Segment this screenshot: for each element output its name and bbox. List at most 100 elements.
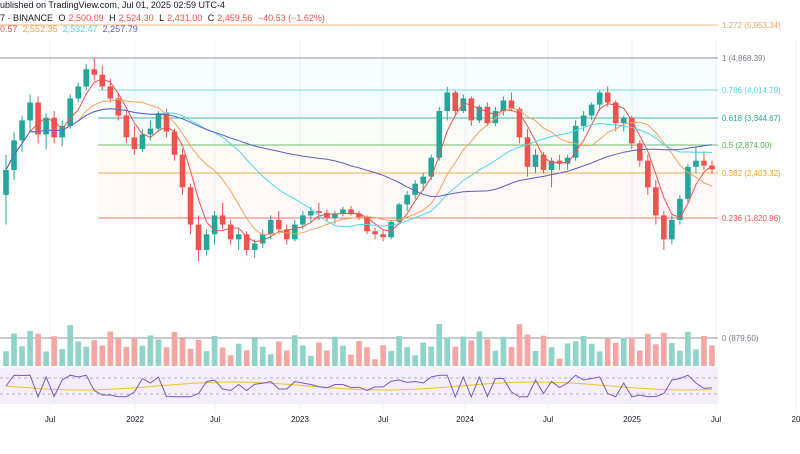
volume-bar <box>492 350 499 366</box>
candle-body <box>388 221 394 238</box>
x-tick-label: 20 <box>792 415 800 424</box>
volume-bar <box>107 331 114 366</box>
candle-body <box>709 165 715 170</box>
candle-body <box>99 74 106 87</box>
volume-bar <box>308 355 314 366</box>
candle-body <box>155 113 162 129</box>
candle-body <box>516 108 523 138</box>
x-tick-label: 2023 <box>291 415 309 424</box>
candle-body <box>123 115 130 138</box>
volume-bar <box>67 325 73 366</box>
volume-bar <box>596 351 603 366</box>
volume-bar <box>340 345 346 366</box>
volume-bar <box>412 355 418 366</box>
fib-zone <box>98 145 718 173</box>
volume-bar <box>420 342 426 366</box>
fib-level-label: 1.272 (5,953.34) <box>722 21 781 30</box>
volume-bar <box>460 336 467 366</box>
volume-bar <box>701 336 707 366</box>
volume-bar <box>219 347 226 366</box>
candle-body <box>171 131 178 155</box>
ma-value-1: 0.57 <box>0 24 18 34</box>
volume-bar <box>588 343 595 366</box>
fib-level-label: 0.5 (2,874.00) <box>722 141 772 150</box>
volume-bar <box>661 332 667 366</box>
volume-bar <box>364 347 370 366</box>
volume-bar <box>27 331 33 366</box>
x-tick-label: Jul <box>45 415 55 424</box>
candle-body <box>67 98 73 126</box>
candle-body <box>620 117 627 124</box>
rsi-ma-line <box>5 381 713 391</box>
candle-body <box>179 154 186 188</box>
candle-body <box>348 209 354 214</box>
x-tick-label: 2024 <box>456 415 474 424</box>
candle-body <box>251 243 258 250</box>
candle-body <box>693 160 699 167</box>
volume-bar <box>620 337 627 366</box>
volume-bar <box>235 343 242 366</box>
ma-line-long <box>5 108 713 198</box>
volume-bar <box>123 347 130 366</box>
candle-body <box>163 113 170 132</box>
candle-body <box>612 102 619 124</box>
volume-bar <box>59 349 65 366</box>
candle-body <box>548 160 555 170</box>
volume-bar <box>444 337 451 366</box>
candle-body <box>227 224 234 240</box>
candle-body <box>428 157 435 177</box>
volume-bar <box>636 350 643 366</box>
change-value: −40.53 (−1.62%) <box>257 13 325 23</box>
volume-bar <box>35 333 41 366</box>
candle-body <box>596 92 603 105</box>
volume-bar <box>572 341 579 366</box>
volume-bar <box>3 351 9 366</box>
candle-body <box>275 219 282 230</box>
candle-body <box>580 115 587 126</box>
candle-body <box>300 215 306 225</box>
volume-bar <box>203 351 210 366</box>
volume-bar <box>484 339 491 366</box>
candle-body <box>43 117 49 135</box>
low-value: 2,431.00 <box>167 13 203 23</box>
volume-bar <box>227 355 234 366</box>
candle-body <box>107 86 114 99</box>
candle-body <box>532 154 539 167</box>
volume-bar <box>131 338 138 366</box>
volume-bar <box>628 337 635 366</box>
candle-body <box>3 169 9 195</box>
volume-bar <box>564 343 571 366</box>
candle-body <box>243 234 250 250</box>
volume-bar <box>540 335 547 366</box>
fib-level-label: 1 (4,868.39) <box>722 54 765 63</box>
volume-bar <box>604 338 611 366</box>
x-tick-label: Jul <box>543 415 553 424</box>
rsi-line <box>5 374 713 399</box>
candle-body <box>316 211 322 213</box>
volume-bar <box>693 349 699 366</box>
candle-body <box>500 100 507 112</box>
volume-bar <box>677 350 683 366</box>
volume-bar <box>500 336 507 366</box>
ma-value-4: 2,257.79 <box>102 24 138 34</box>
volume-bar <box>75 341 82 366</box>
candle-body <box>27 102 33 121</box>
candle-body <box>540 154 547 170</box>
candle-body <box>340 209 346 214</box>
volume-bar <box>139 345 146 366</box>
volume-bar <box>612 342 619 366</box>
volume-bar <box>147 335 154 366</box>
candle-body <box>645 160 651 188</box>
volume-bar <box>685 331 691 366</box>
open-label: O <box>58 13 66 23</box>
fib-level-label: 0.786 (4,014.79) <box>722 86 781 95</box>
candle-body <box>661 215 667 240</box>
volume-bar <box>380 345 386 366</box>
candle-body <box>259 234 266 244</box>
x-tick-label: Jul <box>210 415 220 424</box>
candle-body <box>115 98 122 116</box>
candle-body <box>701 160 707 166</box>
volume-bar <box>556 358 563 366</box>
volume-bar <box>211 336 218 366</box>
